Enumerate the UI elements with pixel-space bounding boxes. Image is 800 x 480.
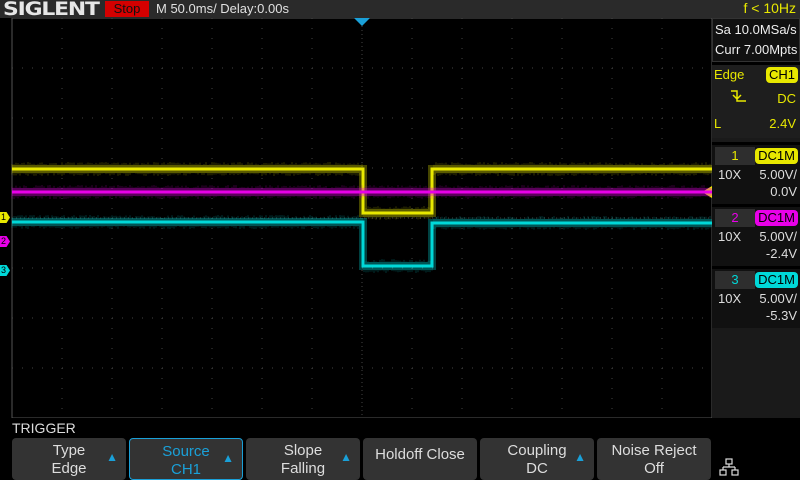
vertical-offset: -2.4V: [766, 246, 797, 261]
network-icon[interactable]: [719, 458, 739, 476]
channel-coupling-badge: DC1M: [755, 272, 798, 288]
menu-button-5[interactable]: Noise Reject Off: [597, 438, 711, 480]
menu-button-4[interactable]: Coupling DC ▲: [480, 438, 594, 480]
menu-button-1[interactable]: Source CH1 ▲: [129, 438, 243, 480]
vertical-scale: 5.00V/: [759, 291, 797, 306]
button-label: Noise Reject: [597, 442, 711, 460]
vertical-scale: 5.00V/: [759, 229, 797, 244]
vertical-scale: 5.00V/: [759, 167, 797, 182]
memory-depth: Curr 7.00Mpts: [715, 42, 797, 57]
trigger-panel[interactable]: Edge CH1 DC L 2.4V: [712, 62, 800, 138]
trigger-type: Edge: [714, 67, 744, 82]
probe-attenuation: 10X: [718, 229, 741, 244]
trigger-coupling: DC: [777, 91, 796, 106]
sample-rate: Sa 10.0MSa/s: [715, 22, 797, 37]
channel-coupling-badge: DC1M: [755, 210, 798, 226]
run-stop-status[interactable]: Stop: [105, 1, 149, 17]
vertical-offset: -5.3V: [766, 308, 797, 323]
arrow-up-icon: ▲: [106, 448, 118, 466]
trigger-level-label: L: [714, 116, 721, 131]
trigger-position-marker: [354, 18, 370, 26]
channel-3-panel[interactable]: 3 DC1M 10X 5.00V/ -5.3V: [712, 266, 800, 328]
menu-title: TRIGGER: [12, 420, 76, 436]
probe-attenuation: 10X: [718, 167, 741, 182]
button-value: Off: [597, 460, 711, 478]
arrow-up-icon: ▲: [340, 448, 352, 466]
waveform-display[interactable]: [0, 18, 712, 418]
brand-logo: SIGLENT: [3, 0, 99, 20]
channel-number: 1: [715, 147, 755, 165]
menu-button-2[interactable]: Slope Falling ▲: [246, 438, 360, 480]
info-sidebar: Sa 10.0MSa/s Curr 7.00Mpts Edge CH1 DC L…: [712, 18, 800, 418]
channel-2-panel[interactable]: 2 DC1M 10X 5.00V/ -2.4V: [712, 204, 800, 266]
vertical-offset: 0.0V: [770, 184, 797, 199]
trigger-source-badge: CH1: [766, 67, 798, 83]
frequency-counter: f < 10Hz: [743, 0, 796, 16]
ch3-trace: [12, 222, 712, 266]
menu-button-3[interactable]: Holdoff Close: [363, 438, 477, 480]
falling-edge-icon: [730, 89, 748, 103]
timebase-readout[interactable]: M 50.0ms/ Delay:0.00s: [156, 1, 289, 16]
button-label: Holdoff Close: [363, 438, 477, 472]
arrow-up-icon: ▲: [222, 449, 234, 467]
channel-number: 3: [715, 271, 755, 289]
menu-button-0[interactable]: Type Edge ▲: [12, 438, 126, 480]
channel-number: 2: [715, 209, 755, 227]
probe-attenuation: 10X: [718, 291, 741, 306]
channel-coupling-badge: DC1M: [755, 148, 798, 164]
arrow-up-icon: ▲: [574, 448, 586, 466]
top-bar: SIGLENT Stop M 50.0ms/ Delay:0.00s f < 1…: [0, 0, 800, 18]
acquisition-panel: Sa 10.0MSa/s Curr 7.00Mpts: [712, 18, 800, 62]
trigger-level: 2.4V: [769, 116, 796, 131]
channel-1-panel[interactable]: 1 DC1M 10X 5.00V/ 0.0V: [712, 142, 800, 204]
